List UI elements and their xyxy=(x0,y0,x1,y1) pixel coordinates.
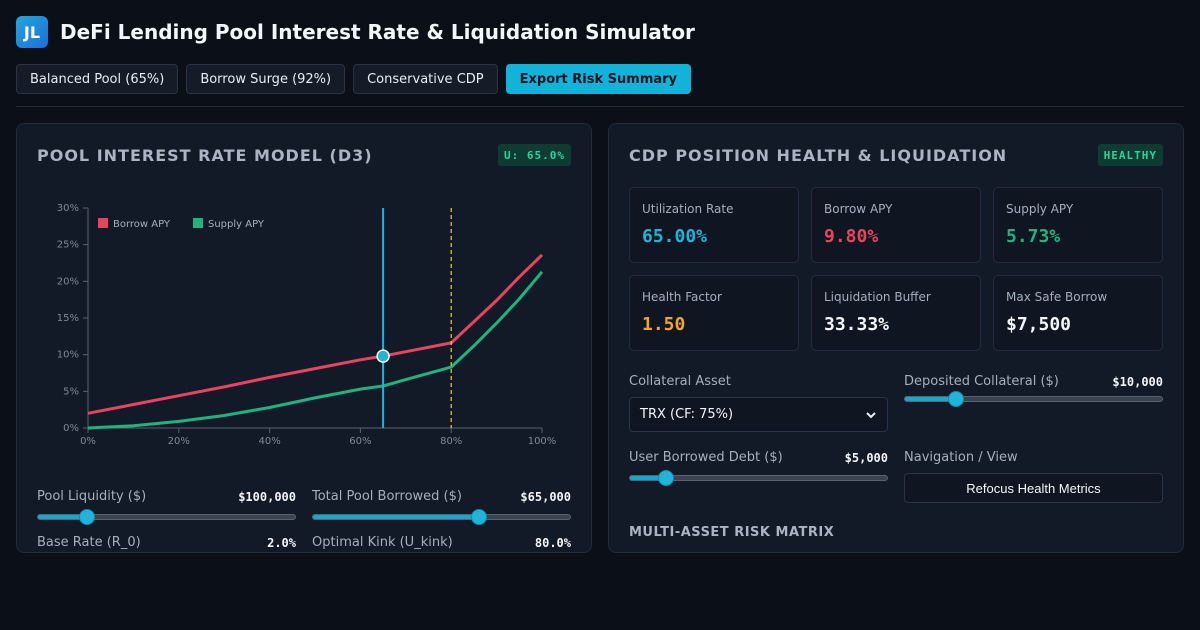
utilization-rate-card: Utilization Rate 65.00% xyxy=(629,187,799,263)
max-safe-borrow-card: Max Safe Borrow $7,500 xyxy=(993,275,1163,351)
pool-liquidity-slider-group: Pool Liquidity ($) $100,000 xyxy=(37,489,296,525)
metric-value: 5.73% xyxy=(1006,226,1061,247)
x-tick-label: 20% xyxy=(168,436,190,447)
y-tick-label: 30% xyxy=(57,203,79,214)
collateral-asset-select[interactable]: TRX (CF: 75%) xyxy=(629,397,888,432)
slider-label: User Borrowed Debt ($) xyxy=(629,450,783,465)
slider-label: Total Pool Borrowed ($) xyxy=(312,489,462,504)
y-tick-label: 20% xyxy=(57,276,79,287)
metric-value: 33.33% xyxy=(824,314,890,335)
x-tick-label: 0% xyxy=(80,436,96,447)
metric-label: Liquidation Buffer xyxy=(824,290,931,304)
balanced-pool-button[interactable]: Balanced Pool (65%) xyxy=(16,64,179,94)
deposited-collateral-slider-group: Deposited Collateral ($) $10,000 xyxy=(904,374,1163,407)
metric-label: Borrow APY xyxy=(824,202,893,216)
slider-label: Pool Liquidity ($) xyxy=(37,489,147,504)
metric-value: 1.50 xyxy=(642,314,686,335)
legend-label: Borrow APY xyxy=(113,219,171,230)
current-point xyxy=(376,349,390,363)
legend-label: Supply APY xyxy=(208,219,265,230)
slider-value: $65,000 xyxy=(520,489,571,504)
slider-value: $5,000 xyxy=(844,450,888,465)
app-logo: JL xyxy=(16,16,48,48)
x-tick-label: 60% xyxy=(349,436,371,447)
metric-value: 65.00% xyxy=(642,226,708,247)
interest-rate-panel: POOL INTEREST RATE MODEL (D3) U: 65.0% 0… xyxy=(16,123,592,553)
borrowed-debt-slider[interactable] xyxy=(629,470,888,486)
utilization-badge: U: 65.0% xyxy=(498,144,571,166)
optimal-kink-slider-group: Optimal Kink (U_kink) 80.0% xyxy=(312,535,571,550)
metric-value: 9.80% xyxy=(824,226,879,247)
x-tick-label: 100% xyxy=(528,436,557,447)
collateral-asset-label: Collateral Asset xyxy=(629,374,731,389)
series-line-borrow-apy xyxy=(87,253,544,415)
navigation-label: Navigation / View xyxy=(904,450,1018,465)
export-risk-summary-button[interactable]: Export Risk Summary xyxy=(505,64,692,94)
chevron-down-icon xyxy=(866,411,876,418)
x-tick-label: 80% xyxy=(440,436,462,447)
metric-label: Health Factor xyxy=(642,290,722,304)
supply-apy-card: Supply APY 5.73% xyxy=(993,187,1163,263)
borrow-surge-button[interactable]: Borrow Surge (92%) xyxy=(186,64,346,94)
borrowed-debt-slider-group: User Borrowed Debt ($) $5,000 xyxy=(629,450,888,486)
slider-thumb[interactable] xyxy=(78,509,95,525)
metric-label: Supply APY xyxy=(1006,202,1074,216)
slider-thumb[interactable] xyxy=(657,470,674,486)
panel-title: POOL INTEREST RATE MODEL (D3) xyxy=(37,146,373,165)
risk-matrix-title: MULTI-ASSET RISK MATRIX xyxy=(629,525,835,540)
base-rate-slider-group: Base Rate (R_0) 2.0% xyxy=(37,535,296,550)
x-tick-label: 40% xyxy=(258,436,280,447)
slider-value: 80.0% xyxy=(534,535,571,550)
y-tick-label: 25% xyxy=(57,240,79,251)
interest-rate-chart: 0% 5% 10% 15% 20% 25% 30% 0% 20% 40% 60% 80% 100% Bo… xyxy=(57,203,557,447)
metric-label: Utilization Rate xyxy=(642,202,734,216)
health-status-badge: HEALTHY xyxy=(1097,144,1163,166)
y-tick-label: 0% xyxy=(63,423,79,434)
app-header: JL DeFi Lending Pool Interest Rate & Liq… xyxy=(16,16,695,48)
metric-value: $7,500 xyxy=(1006,314,1072,335)
total-borrowed-slider[interactable] xyxy=(312,509,571,525)
legend-swatch xyxy=(193,218,203,228)
refocus-health-metrics-button[interactable]: Refocus Health Metrics xyxy=(904,473,1163,503)
slider-label: Base Rate (R_0) xyxy=(37,535,141,550)
slider-value: $10,000 xyxy=(1112,374,1163,389)
total-borrowed-slider-group: Total Pool Borrowed ($) $65,000 xyxy=(312,489,571,525)
deposited-collateral-slider[interactable] xyxy=(904,391,1163,407)
y-tick-label: 5% xyxy=(63,386,79,397)
y-tick-label: 10% xyxy=(57,350,79,361)
slider-thumb[interactable] xyxy=(470,509,487,525)
slider-thumb[interactable] xyxy=(948,391,965,407)
y-tick-label: 15% xyxy=(57,313,79,324)
app-title: DeFi Lending Pool Interest Rate & Liquid… xyxy=(60,20,695,44)
panel-title: CDP POSITION HEALTH & LIQUIDATION xyxy=(629,146,1008,165)
liquidation-buffer-card: Liquidation Buffer 33.33% xyxy=(811,275,981,351)
slider-value: $100,000 xyxy=(238,489,296,504)
legend-swatch xyxy=(98,218,108,228)
header-divider xyxy=(16,106,1184,107)
scenario-toolbar: Balanced Pool (65%) Borrow Surge (92%) C… xyxy=(16,64,692,94)
pool-liquidity-slider[interactable] xyxy=(37,509,296,525)
series-line-supply-apy xyxy=(87,270,544,430)
cdp-health-panel: CDP POSITION HEALTH & LIQUIDATION HEALTH… xyxy=(608,123,1184,553)
health-factor-card: Health Factor 1.50 xyxy=(629,275,799,351)
conservative-cdp-button[interactable]: Conservative CDP xyxy=(353,64,498,94)
slider-label: Deposited Collateral ($) xyxy=(904,374,1059,389)
collateral-asset-value: TRX (CF: 75%) xyxy=(640,407,734,422)
slider-label: Optimal Kink (U_kink) xyxy=(312,535,453,550)
slider-value: 2.0% xyxy=(267,535,296,550)
metric-label: Max Safe Borrow xyxy=(1006,290,1108,304)
borrow-apy-card: Borrow APY 9.80% xyxy=(811,187,981,263)
